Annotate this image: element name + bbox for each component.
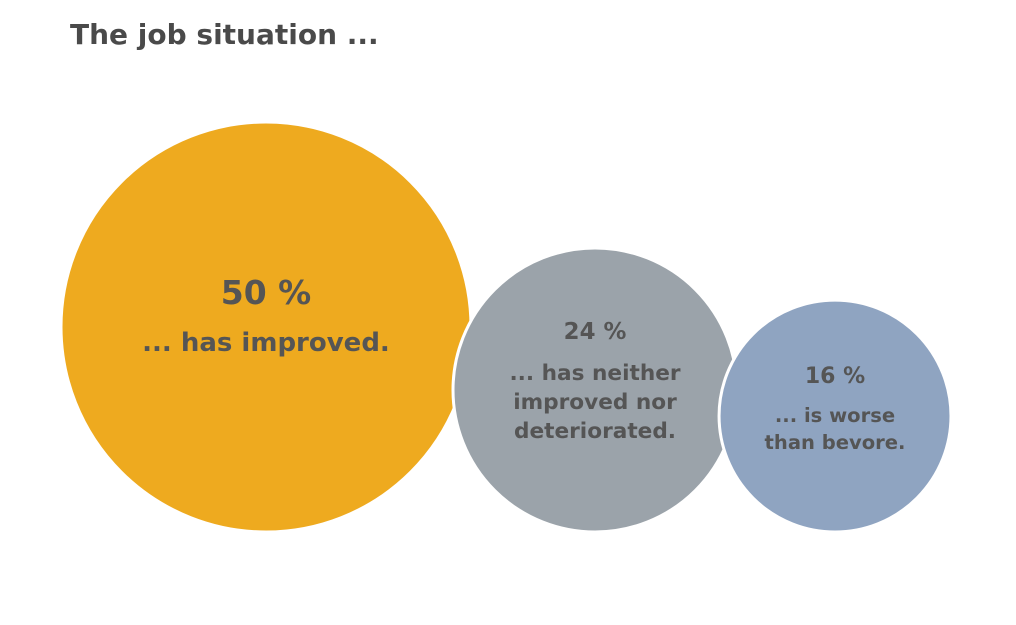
chart-title: The job situation ... [70, 18, 379, 51]
value-label: 24 % [563, 319, 627, 346]
category-label: ... has neither improved nor deteriorate… [509, 361, 681, 445]
value-label: 16 % [804, 364, 866, 390]
category-label: ... is worse than bevore. [764, 404, 906, 454]
bubble [717, 298, 953, 534]
bubble-label: 24 % ... has neither improved nor deterio… [492, 319, 698, 447]
bubble-label: 16 % ... is worse than bevore. [751, 364, 919, 456]
category-label: ... has improved. [142, 327, 390, 358]
bubble-label: 50 % ... has improved. [117, 273, 414, 361]
value-label: 50 % [220, 272, 312, 312]
